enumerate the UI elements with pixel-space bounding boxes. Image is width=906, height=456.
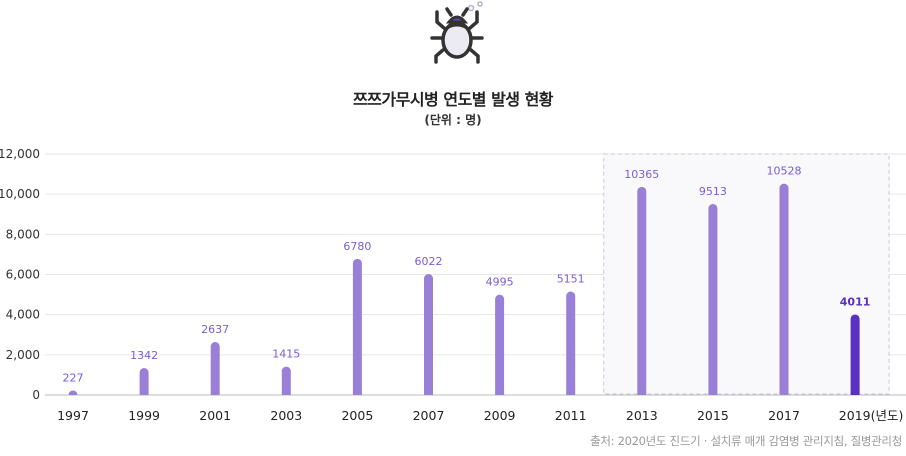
y-tick-label: 4,000 bbox=[6, 308, 40, 322]
x-tick-label: 2017 bbox=[768, 408, 800, 423]
y-tick-label: 2,000 bbox=[6, 348, 40, 362]
x-tick-label: 1997 bbox=[57, 408, 89, 423]
bar bbox=[708, 203, 718, 395]
data-label: 2637 bbox=[201, 323, 229, 336]
x-tick-label: 2001 bbox=[199, 408, 231, 423]
data-label: 1342 bbox=[130, 349, 158, 362]
source-note: 출처: 2020년도 진드기 · 설치류 매개 감염병 관리지침, 질병관리청 bbox=[590, 434, 902, 448]
bar bbox=[210, 342, 220, 395]
x-tick-label: 2009 bbox=[484, 408, 516, 423]
x-tick-label: 2007 bbox=[413, 408, 445, 423]
data-label: 4995 bbox=[486, 276, 514, 289]
y-tick-label: 10,000 bbox=[0, 187, 40, 201]
bar bbox=[779, 183, 789, 395]
x-tick-label: 2005 bbox=[341, 408, 373, 423]
data-label: 6780 bbox=[343, 240, 371, 253]
bar bbox=[352, 258, 362, 395]
bar bbox=[495, 294, 505, 395]
bar bbox=[566, 291, 576, 395]
data-label: 4011 bbox=[840, 295, 871, 308]
bar bbox=[637, 186, 647, 395]
chart-title: 쯔쯔가무시병 연도별 발생 현황 bbox=[352, 90, 554, 109]
data-label: 9513 bbox=[699, 185, 727, 198]
bar bbox=[850, 314, 860, 395]
data-label: 10528 bbox=[767, 165, 802, 178]
y-tick-label: 8,000 bbox=[6, 227, 40, 241]
bar bbox=[424, 274, 433, 395]
x-tick-label: 2015 bbox=[697, 408, 729, 423]
y-tick-label: 12,000 bbox=[0, 147, 40, 161]
x-tick-label: 2013 bbox=[626, 408, 658, 423]
data-label: 10365 bbox=[624, 168, 659, 181]
y-tick-label: 6,000 bbox=[6, 268, 40, 282]
x-tick-label: 1999 bbox=[128, 408, 160, 423]
bar bbox=[139, 368, 149, 395]
data-label: 5151 bbox=[557, 273, 585, 286]
x-tick-label: 2003 bbox=[270, 408, 302, 423]
y-tick-label: 0 bbox=[32, 388, 40, 402]
x-tick-label: 2011 bbox=[555, 408, 587, 423]
data-label: 1415 bbox=[272, 348, 300, 361]
bar bbox=[281, 366, 291, 395]
bug-icon bbox=[430, 1, 484, 64]
highlight-box bbox=[603, 153, 890, 395]
bar bbox=[68, 390, 78, 395]
data-label: 6022 bbox=[415, 255, 443, 268]
chart-unit: (단위 : 명) bbox=[424, 113, 482, 127]
data-label: 227 bbox=[63, 371, 84, 384]
x-tick-label: 2019(년도) bbox=[839, 408, 904, 423]
